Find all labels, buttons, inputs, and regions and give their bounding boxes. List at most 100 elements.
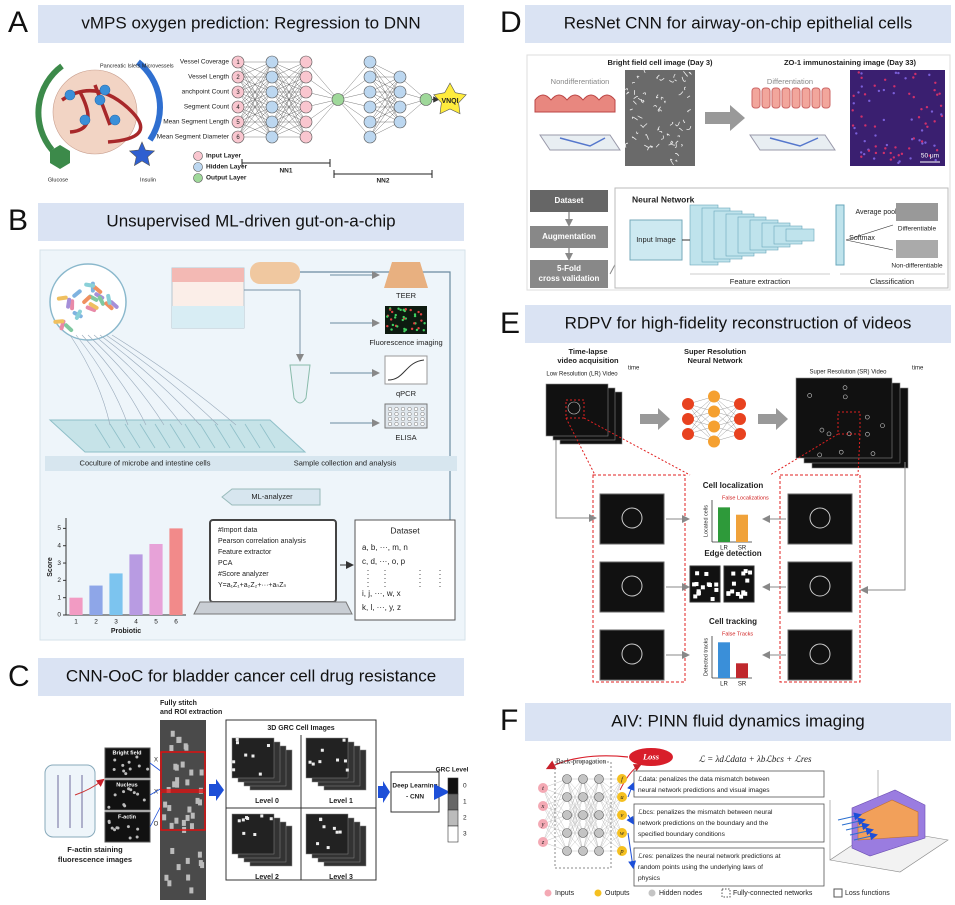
neuron xyxy=(265,100,279,114)
dispense-line xyxy=(69,334,111,426)
bar xyxy=(736,663,748,678)
cell-dot xyxy=(410,327,414,331)
scale-cell xyxy=(447,777,459,795)
cell-dot xyxy=(940,113,943,116)
edge xyxy=(566,778,584,852)
edge xyxy=(687,396,715,435)
legend-swatch xyxy=(833,888,843,898)
cell-dot xyxy=(389,318,393,321)
panel-letter: B xyxy=(8,204,28,237)
neuron xyxy=(265,85,279,99)
edge xyxy=(713,403,741,442)
edge xyxy=(598,778,623,852)
texture xyxy=(235,738,239,742)
cell-dot xyxy=(132,791,136,795)
islet-cell xyxy=(64,89,76,101)
edge xyxy=(271,76,307,138)
scale-cell xyxy=(447,793,459,811)
hidden-node xyxy=(562,774,572,784)
edge-pixel xyxy=(730,589,735,594)
output-label: VNQI xyxy=(441,98,458,105)
edge-pixel xyxy=(710,597,715,602)
bar xyxy=(69,597,83,615)
texture xyxy=(170,847,175,854)
output-label: u xyxy=(620,794,624,801)
edge xyxy=(271,61,307,93)
texture xyxy=(169,745,174,752)
texture xyxy=(637,115,643,119)
y-tick-label: 4 xyxy=(57,542,61,549)
texture xyxy=(195,797,200,804)
texture xyxy=(338,830,342,834)
step-label: Coculture of microbe and intestine cells xyxy=(80,458,211,467)
texture xyxy=(668,141,674,146)
input-feature: Mean Segment Diameter xyxy=(157,134,230,141)
pipeline-label: Augmentation xyxy=(542,232,596,241)
edge-pixel xyxy=(700,585,705,590)
microbe xyxy=(85,305,97,313)
cell-dot xyxy=(864,124,867,127)
cell-dot xyxy=(921,142,924,145)
input-node xyxy=(538,819,548,829)
cell-dot xyxy=(113,828,117,832)
y-tick-label: 2 xyxy=(57,577,61,584)
chip-channel xyxy=(94,423,111,449)
texture xyxy=(185,814,190,821)
x-tick-label: 1 xyxy=(74,619,78,626)
y-tick-label: 3 xyxy=(57,560,61,567)
y-axis-label: Located cells xyxy=(703,505,709,537)
cell-dot xyxy=(882,151,886,155)
cell-dot xyxy=(388,308,392,311)
cycle-arrow xyxy=(136,59,163,142)
edge xyxy=(271,91,307,138)
neuron xyxy=(708,405,720,418)
stage-label: Time-lapse xyxy=(568,347,607,356)
x-tick-label: LR xyxy=(720,682,728,688)
panel-letter: C xyxy=(8,660,30,693)
hidden-node xyxy=(578,810,588,820)
teer-image xyxy=(384,262,428,288)
pool-layer xyxy=(835,204,845,266)
edge xyxy=(542,778,568,825)
conv-layer xyxy=(785,228,815,242)
microbe xyxy=(104,301,114,311)
neuron xyxy=(363,115,377,129)
legend-swatch xyxy=(594,889,602,897)
edge-pixel xyxy=(696,591,701,596)
legend-swatch xyxy=(193,151,203,161)
cell-dot xyxy=(128,836,132,840)
cell-dot xyxy=(933,88,936,92)
scale-bar: 50 μm xyxy=(921,153,939,160)
texture xyxy=(683,70,688,77)
stage-label: Classification xyxy=(870,277,914,286)
cell xyxy=(842,385,848,390)
edge xyxy=(271,106,307,138)
laptop-base xyxy=(193,601,353,615)
well xyxy=(394,407,399,412)
cell-dot xyxy=(938,92,941,95)
dataset-title: Dataset xyxy=(390,525,420,535)
cell xyxy=(809,507,831,529)
neuron xyxy=(708,435,720,448)
texture xyxy=(185,857,190,864)
neuron xyxy=(734,413,746,425)
neuron xyxy=(393,70,407,84)
edge xyxy=(271,61,307,123)
time-label: time xyxy=(628,366,640,372)
texture xyxy=(642,92,646,96)
grc-title: 3D GRC Cell Images xyxy=(267,725,334,732)
channel-label: Bright field xyxy=(112,750,141,756)
input-label: Input Image xyxy=(636,235,676,244)
edge xyxy=(271,61,307,108)
cell-dot xyxy=(910,118,913,121)
hidden-node xyxy=(594,846,604,856)
neuron xyxy=(331,93,345,106)
level-label: Level 0 xyxy=(255,798,279,805)
cell-dot xyxy=(135,755,139,759)
cell-dot xyxy=(122,790,126,794)
dataset-row: a, b, ···, m, n xyxy=(362,543,408,552)
connector xyxy=(845,239,894,251)
edge xyxy=(582,796,600,852)
cell xyxy=(621,643,643,665)
well xyxy=(420,417,425,422)
